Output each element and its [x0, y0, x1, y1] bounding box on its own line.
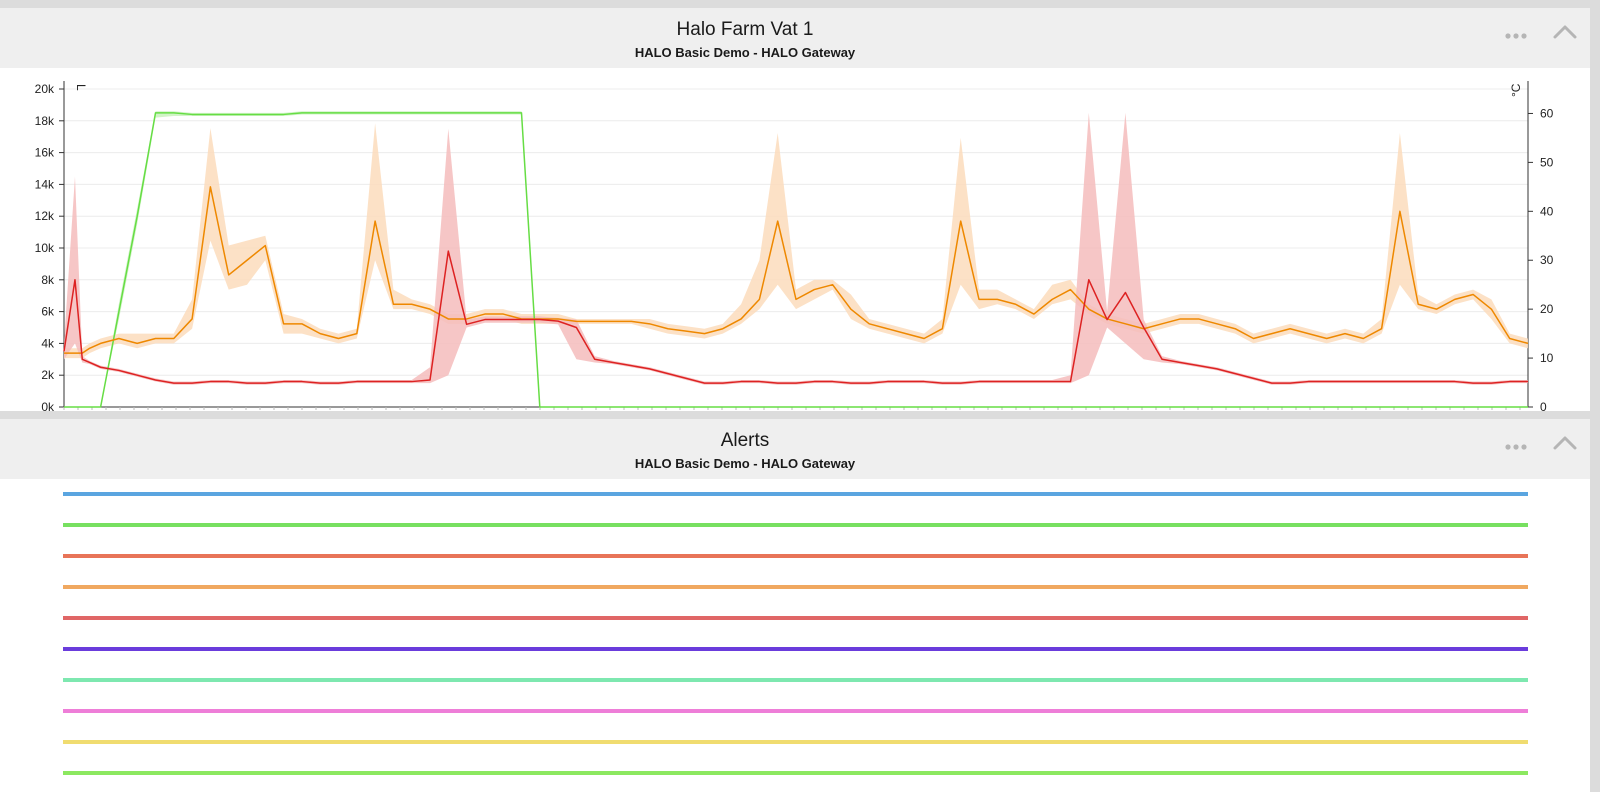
y-left-tick-label: 4k — [41, 336, 55, 350]
chart-panel: Halo Farm Vat 1 HALO Basic Demo - HALO G… — [0, 8, 1590, 411]
y-right-tick-label: 0 — [1540, 400, 1547, 411]
chevron-up-icon[interactable] — [1551, 431, 1579, 453]
y-right-unit-label: °C — [1509, 83, 1523, 97]
alerts-timeline — [63, 492, 1528, 775]
series-2-band — [64, 112, 1528, 385]
alerts-panel-subtitle: HALO Basic Demo - HALO Gateway — [634, 456, 856, 471]
y-left-tick-label: 6k — [41, 305, 55, 319]
y-right-tick-label: 60 — [1540, 106, 1554, 120]
y-right-tick-label: 30 — [1540, 253, 1554, 267]
ellipsis-icon[interactable] — [1502, 25, 1530, 47]
y-right-tick-label: 10 — [1540, 351, 1554, 365]
alerts-panel: Alerts HALO Basic Demo - HALO Gateway — [0, 419, 1590, 792]
y-left-tick-label: 16k — [35, 146, 55, 160]
y-right-tick-label: 40 — [1540, 204, 1554, 218]
series-1-line — [64, 186, 1529, 354]
y-left-tick-label: 2k — [41, 368, 55, 382]
chart-panel-subtitle: HALO Basic Demo - HALO Gateway — [634, 45, 856, 60]
series-0-band — [64, 111, 1528, 407]
y-left-tick-label: 18k — [35, 114, 55, 128]
series-0-line — [64, 112, 1528, 408]
ellipsis-icon[interactable] — [1502, 436, 1530, 458]
y-left-tick-label: 0k — [41, 400, 55, 411]
chevron-up-icon[interactable] — [1551, 20, 1579, 42]
y-left-tick-label: 10k — [35, 241, 55, 255]
y-left-unit-label: L — [74, 84, 88, 91]
y-right-tick-label: 20 — [1540, 302, 1554, 316]
alerts-panel-header: Alerts HALO Basic Demo - HALO Gateway — [0, 419, 1590, 479]
alerts-panel-title: Alerts — [720, 430, 770, 451]
y-right-tick-label: 50 — [1540, 155, 1554, 169]
y-left-tick-label: 8k — [41, 273, 55, 287]
halo-vat-chart: 0k 2k 4k 6k 8k 10k 12k 14k 16k 18k 20k 0 10 20 30 40 50 6… — [35, 81, 1554, 411]
chart-panel-title: Halo Farm Vat 1 — [676, 19, 814, 40]
y-left-tick-label: 14k — [35, 177, 55, 191]
y-left-tick-label: 12k — [35, 209, 55, 223]
series-1-band — [64, 123, 1528, 359]
y-left-tick-label: 20k — [35, 82, 55, 96]
chart-panel-header: Halo Farm Vat 1 HALO Basic Demo - HALO G… — [0, 8, 1590, 68]
series-2-line — [63, 250, 1528, 384]
